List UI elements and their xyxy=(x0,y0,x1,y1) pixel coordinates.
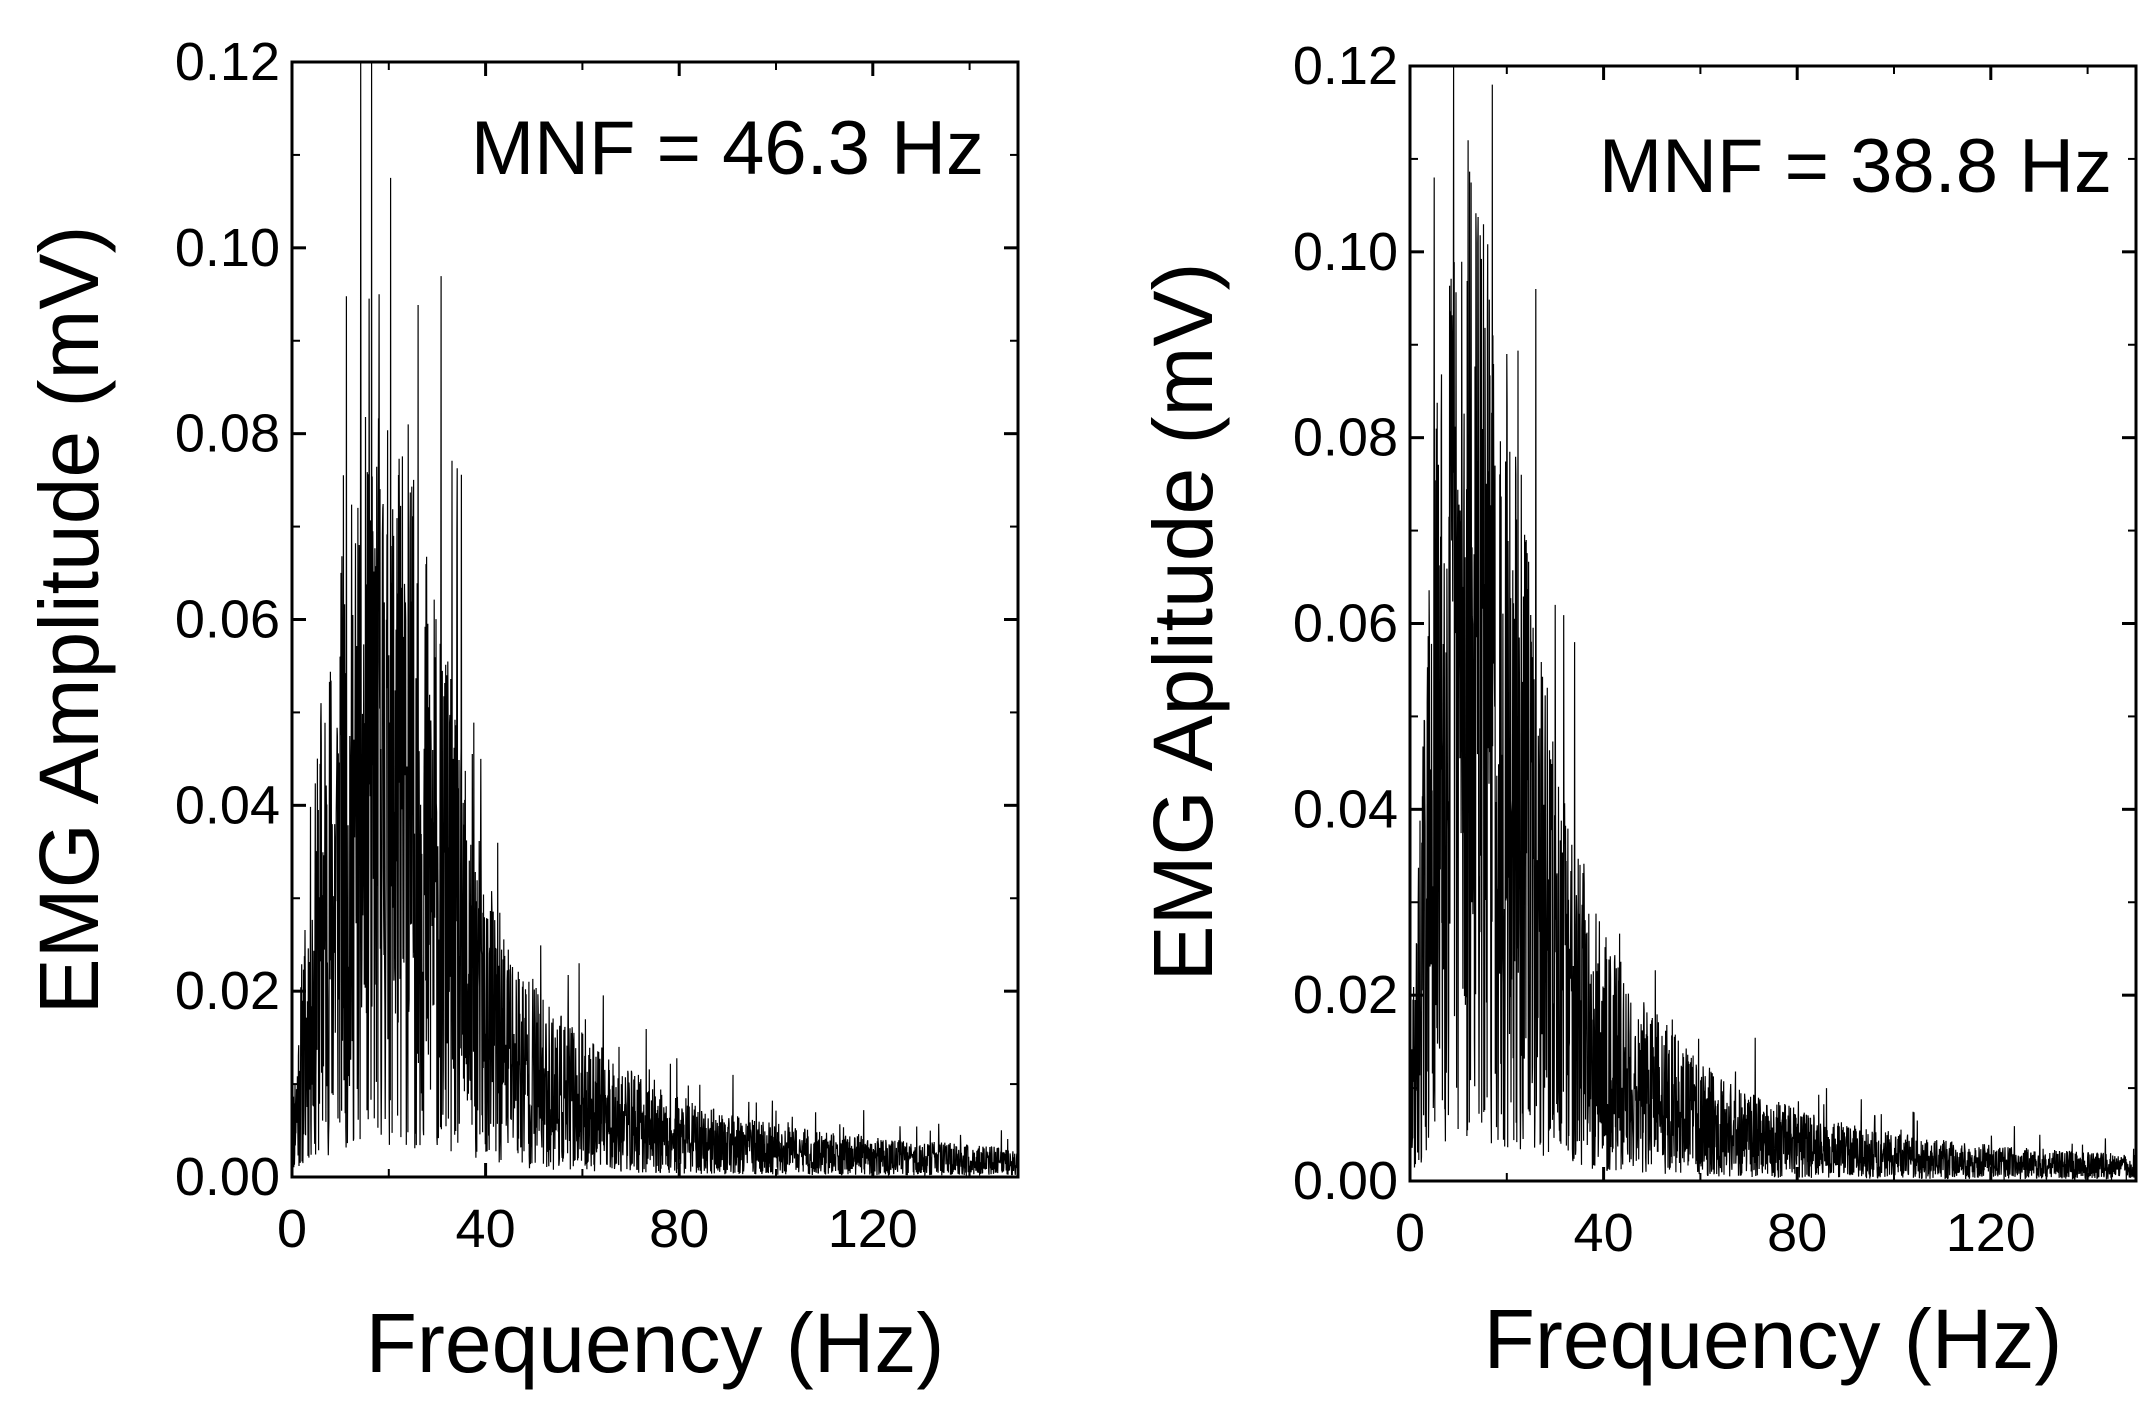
left-panel: 0.00 0.02 0.04 0.06 0.08 0.10 0.12 0 40 80 120 Fr… xyxy=(22,32,1020,1390)
left-x-tick-labels: 0 40 80 120 xyxy=(277,1199,918,1259)
right-x-tick-labels: 0 40 80 120 xyxy=(1395,1203,2036,1263)
right-ticks xyxy=(1408,64,2136,1183)
right-x-axis-title: Frequency (Hz) xyxy=(1484,1292,2063,1386)
left-y-axis-title: EMG Amplitude (mV) xyxy=(22,226,116,1015)
right-y-tick-label: 0.12 xyxy=(1293,36,1398,96)
right-y-tick-label: 0.08 xyxy=(1293,408,1398,468)
right-mnf-annotation: MNF = 38.8 Hz xyxy=(1599,124,2112,209)
left-y-tick-label: 0.08 xyxy=(175,404,280,464)
left-x-tick-label: 0 xyxy=(277,1199,307,1259)
right-x-tick-label: 40 xyxy=(1574,1203,1634,1263)
right-y-tick-labels: 0.00 0.02 0.04 0.06 0.08 0.10 0.12 xyxy=(1293,36,1398,1211)
right-x-tick-label: 0 xyxy=(1395,1203,1425,1263)
left-spectrum-line xyxy=(291,61,1019,1176)
right-spectrum-line xyxy=(1409,65,2137,1180)
right-y-tick-label: 0.00 xyxy=(1293,1151,1398,1211)
right-plot-frame xyxy=(1408,64,2138,1183)
right-y-tick-label: 0.10 xyxy=(1293,222,1398,282)
left-x-axis-title: Frequency (Hz) xyxy=(366,1296,945,1390)
right-y-tick-label: 0.04 xyxy=(1293,779,1398,839)
left-mnf-annotation: MNF = 46.3 Hz xyxy=(471,106,984,191)
left-ticks xyxy=(290,60,1018,1179)
right-x-tick-label: 120 xyxy=(1946,1203,2036,1263)
left-x-tick-label: 120 xyxy=(828,1199,918,1259)
right-panel: 0.00 0.02 0.04 0.06 0.08 0.10 0.12 0 40 80 120 Fr… xyxy=(1136,36,2138,1386)
left-x-tick-label: 40 xyxy=(456,1199,516,1259)
left-y-tick-label: 0.10 xyxy=(175,218,280,278)
left-x-tick-label: 80 xyxy=(649,1199,709,1259)
right-y-tick-label: 0.02 xyxy=(1293,965,1398,1025)
left-y-tick-label: 0.06 xyxy=(175,590,280,650)
left-y-tick-labels: 0.00 0.02 0.04 0.06 0.08 0.10 0.12 xyxy=(175,32,280,1207)
right-x-tick-label: 80 xyxy=(1767,1203,1827,1263)
right-y-tick-label: 0.06 xyxy=(1293,594,1398,654)
left-y-tick-label: 0.00 xyxy=(175,1147,280,1207)
right-y-axis-title: EMG Aplitude (mV) xyxy=(1136,263,1230,982)
left-y-tick-label: 0.02 xyxy=(175,961,280,1021)
left-y-tick-label: 0.04 xyxy=(175,775,280,835)
left-y-tick-label: 0.12 xyxy=(175,32,280,92)
